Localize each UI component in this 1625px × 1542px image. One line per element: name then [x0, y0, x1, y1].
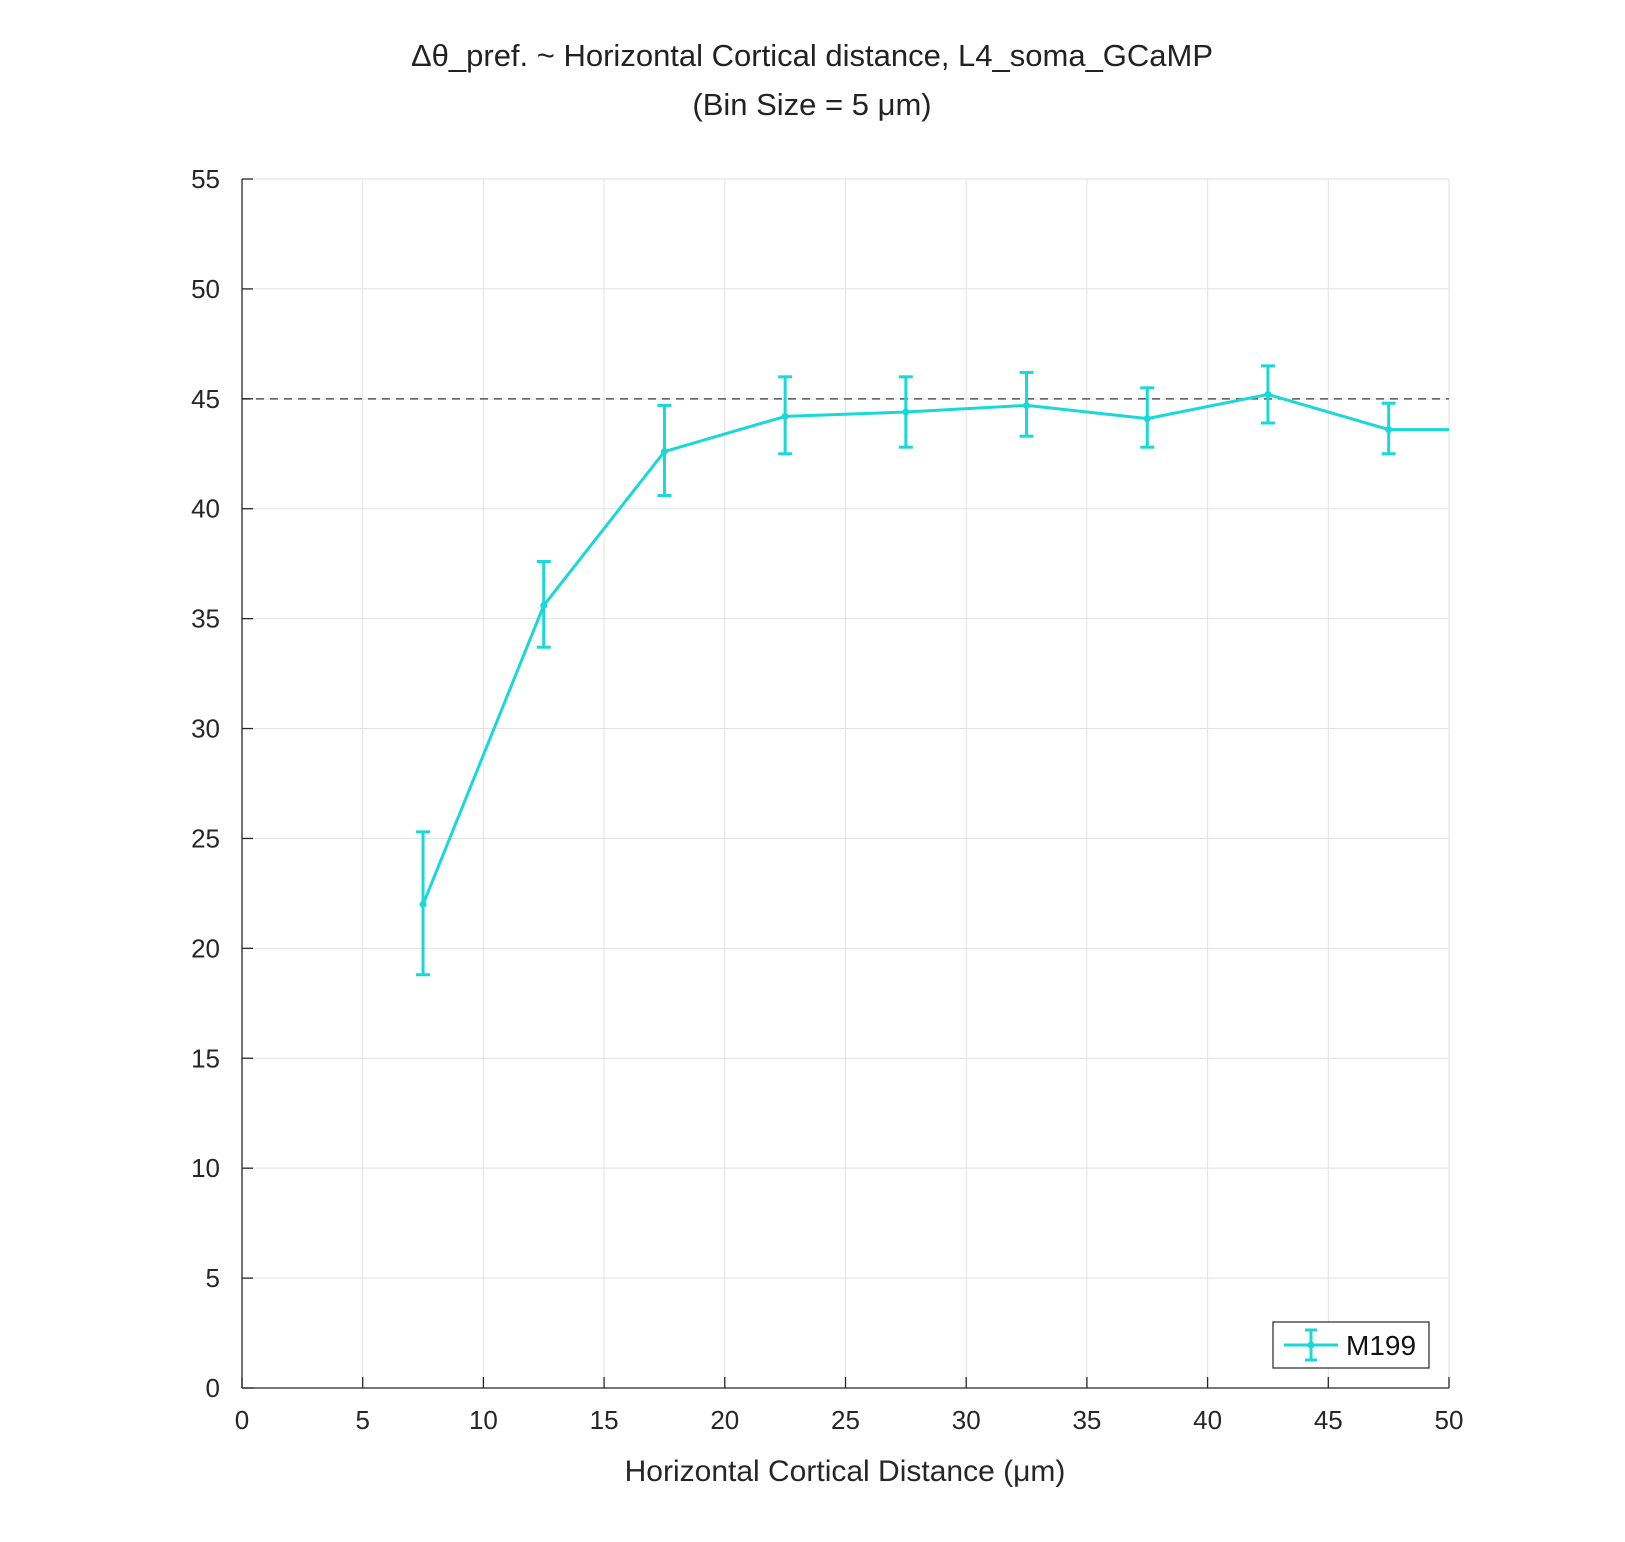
x-tick-label: 45 — [1314, 1405, 1343, 1435]
legend: M199 — [1272, 1321, 1430, 1369]
axes — [241, 178, 1450, 1389]
y-tick-label: 35 — [191, 604, 220, 634]
x-tick-label: 10 — [469, 1405, 498, 1435]
data-point — [540, 601, 548, 609]
data-point — [902, 408, 910, 416]
y-tick-label: 5 — [206, 1263, 220, 1293]
data-point — [781, 412, 789, 420]
data-point — [660, 448, 668, 456]
data-point — [1385, 426, 1393, 434]
y-tick-label: 30 — [191, 714, 220, 744]
x-tick-label: 0 — [235, 1405, 249, 1435]
y-tick-label: 10 — [191, 1153, 220, 1183]
data-point — [1143, 415, 1151, 423]
series-line — [421, 392, 1449, 905]
chart-title-line1: Δθ_pref. ~ Horizontal Cortical distance,… — [411, 38, 1213, 73]
x-tick-label: 35 — [1072, 1405, 1101, 1435]
y-tick-label: 45 — [191, 384, 220, 414]
y-tick-label: 0 — [206, 1373, 220, 1403]
x-tick-label: 5 — [355, 1405, 369, 1435]
y-tick-label: 25 — [191, 823, 220, 853]
data-point — [1023, 401, 1031, 409]
x-axis-label: Horizontal Cortical Distance (μm) — [625, 1455, 1066, 1488]
legend-marker-sample — [1307, 1341, 1315, 1349]
y-tick-label: 15 — [191, 1043, 220, 1073]
x-tick-label: 50 — [1435, 1405, 1464, 1435]
x-tick-label: 40 — [1193, 1405, 1222, 1435]
chart-title-line2: (Bin Size = 5 μm) — [692, 87, 931, 122]
tick-labels: 0 5 10 15 20 25 30 35 40 45 50 0 5 10 15 20 25 30 35 40 45 50… — [191, 164, 1463, 1435]
series-group — [416, 364, 1449, 977]
y-tick-label: 55 — [191, 164, 220, 194]
data-point — [1264, 390, 1272, 398]
y-tick-label: 40 — [191, 494, 220, 524]
y-tick-label: 20 — [191, 933, 220, 963]
x-tick-label: 15 — [590, 1405, 619, 1435]
x-tick-label: 25 — [831, 1405, 860, 1435]
data-point — [419, 900, 427, 908]
legend-label: M199 — [1346, 1330, 1416, 1361]
x-tick-label: 30 — [952, 1405, 981, 1435]
y-tick-label: 50 — [191, 274, 220, 304]
x-tick-label: 20 — [710, 1405, 739, 1435]
